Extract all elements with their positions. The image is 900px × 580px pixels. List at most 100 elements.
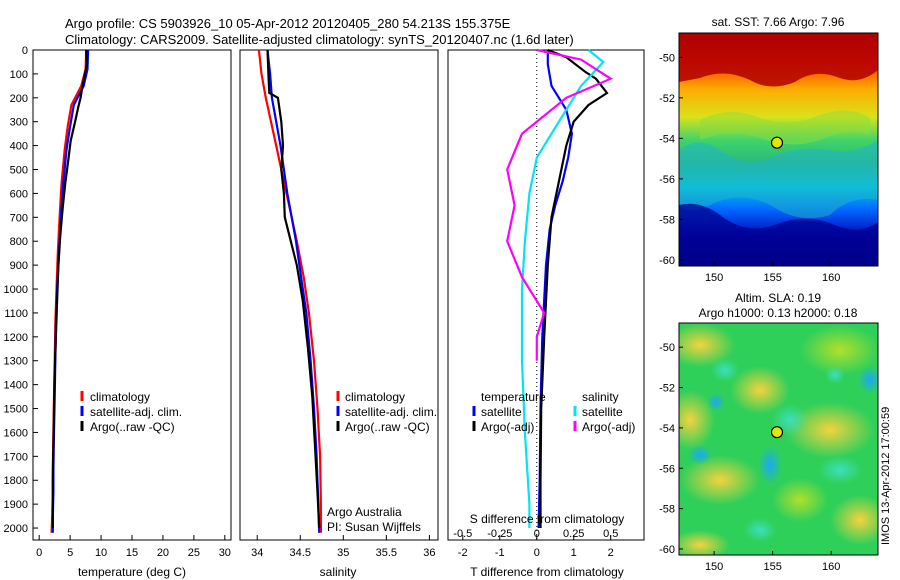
depth-tick-label: 300 bbox=[10, 117, 28, 129]
temperature-profile-panel: 0100200300400500600700800900100011001200… bbox=[4, 45, 453, 579]
x-tick-label: 0 bbox=[36, 547, 42, 559]
salinity-tick-labels: 34 34.5 35 35.5 36 bbox=[251, 535, 436, 559]
sst-map-frame bbox=[678, 32, 879, 267]
legend-label-argo: Argo(..raw -QC) bbox=[345, 420, 430, 434]
lat-tick-label: -50 bbox=[659, 342, 675, 354]
difference-legend: temperature satellite Argo(-adj) salinit… bbox=[472, 390, 635, 434]
depth-tick-label: 1800 bbox=[4, 475, 28, 487]
x-tick-label: 2 bbox=[608, 547, 614, 559]
legend-label-salinity-argo: Argo(-adj) bbox=[582, 420, 635, 434]
sst-map-image bbox=[679, 33, 878, 266]
lat-tick-label: -50 bbox=[659, 52, 675, 64]
legend-label-satellite: satellite-adj. clim. bbox=[345, 405, 437, 419]
x-tick-label: 35.5 bbox=[376, 547, 397, 559]
figure-title-line2: Climatology: CARS2009. Satellite-adjuste… bbox=[65, 32, 574, 47]
x2-tick-label: -0.25 bbox=[487, 528, 512, 540]
salinity-legend: climatology satellite-adj. clim. Argo(..… bbox=[336, 390, 437, 434]
depth-tick-label: 500 bbox=[10, 165, 28, 177]
legend-label-satellite: satellite-adj. clim. bbox=[90, 405, 182, 419]
x-tick-label: 15 bbox=[126, 547, 138, 559]
x2-tick-label: 0.25 bbox=[563, 528, 584, 540]
legend-group-salinity: salinity bbox=[582, 390, 619, 404]
lat-tick-label: -60 bbox=[659, 255, 675, 267]
imos-timestamp-label: IMOS 13-Apr-2012 17:00:59 bbox=[880, 407, 892, 545]
lat-tick-label: -52 bbox=[659, 383, 675, 395]
legend-label-temperature-satellite: satellite bbox=[481, 405, 522, 419]
salinity-profile-panel: 34 34.5 35 35.5 36 salinity climatology sate… bbox=[239, 49, 439, 579]
depth-tick-label: 900 bbox=[10, 260, 28, 272]
lon-tick-label: 150 bbox=[705, 272, 723, 284]
legend-label-salinity-satellite: satellite bbox=[582, 405, 623, 419]
x-tick-label: -2 bbox=[458, 547, 468, 559]
lat-tick-label: -56 bbox=[659, 463, 675, 475]
x-tick-label: 25 bbox=[188, 547, 200, 559]
difference-series-line-1 bbox=[539, 48, 609, 528]
depth-tick-label: 1500 bbox=[4, 404, 28, 416]
sst-latitude-ticks: -50 -52 -54 -56 -58 -60 bbox=[659, 52, 683, 267]
sla-longitude-ticks: 150 155 160 bbox=[705, 551, 840, 573]
lat-tick-label: -60 bbox=[659, 544, 675, 556]
x-tick-label: 1 bbox=[571, 547, 577, 559]
depth-tick-label: 700 bbox=[10, 212, 28, 224]
x-tick-label: 10 bbox=[95, 547, 107, 559]
argo-float-marker bbox=[770, 426, 784, 439]
sla-latitude-ticks: -50 -52 -54 -56 -58 -60 bbox=[659, 342, 683, 556]
depth-tick-label: 0 bbox=[22, 45, 28, 57]
salinity-difference-tick-labels: -0.5 -0.25 0 0.25 0.5 bbox=[453, 528, 618, 540]
sst-map-panel: sat. SST: 7.66 Argo: 7.96 150 155 160 -50 -… bbox=[659, 15, 879, 284]
depth-tick-label: 1300 bbox=[4, 356, 28, 368]
legend-label-temperature-argo: Argo(-adj) bbox=[481, 420, 534, 434]
depth-tick-label: 600 bbox=[10, 188, 28, 200]
lat-tick-label: -58 bbox=[659, 214, 675, 226]
x-tick-label: 36 bbox=[423, 547, 435, 559]
difference-series-line-3 bbox=[506, 48, 614, 361]
x-tick-label: 20 bbox=[157, 547, 169, 559]
depth-tick-label: 1000 bbox=[4, 284, 28, 296]
salinity-axes-box bbox=[239, 49, 439, 541]
depth-tick-label: 800 bbox=[10, 236, 28, 248]
legend-label-climatology: climatology bbox=[345, 390, 405, 404]
lon-tick-label: 160 bbox=[822, 561, 840, 573]
lon-tick-label: 150 bbox=[705, 561, 723, 573]
x2-tick-label: 0 bbox=[534, 528, 540, 540]
principal-investigator-label: PI: Susan Wijffels bbox=[327, 520, 421, 534]
lat-tick-label: -56 bbox=[659, 174, 675, 186]
lat-tick-label: -58 bbox=[659, 504, 675, 516]
depth-tick-label: 1200 bbox=[4, 332, 28, 344]
legend-label-argo: Argo(..raw -QC) bbox=[90, 420, 175, 434]
figure-title-line1: Argo profile: CS 5903926_10 05-Apr-2012 … bbox=[65, 16, 511, 31]
sst-map-title: sat. SST: 7.66 Argo: 7.96 bbox=[712, 15, 845, 29]
depth-tick-label: 200 bbox=[10, 93, 28, 105]
sst-longitude-ticks: 150 155 160 bbox=[705, 262, 840, 284]
lon-tick-label: 160 bbox=[822, 272, 840, 284]
x-tick-label: 34.5 bbox=[290, 547, 311, 559]
depth-tick-label: 1700 bbox=[4, 451, 28, 463]
x2-tick-label: -0.5 bbox=[453, 528, 472, 540]
depth-tick-label: 400 bbox=[10, 141, 28, 153]
temperature-axis-label: temperature (deg C) bbox=[78, 565, 186, 579]
x-tick-label: 0 bbox=[534, 547, 540, 559]
x2-tick-label: 0.5 bbox=[603, 528, 618, 540]
lon-tick-label: 155 bbox=[763, 561, 781, 573]
difference-series-layer bbox=[506, 48, 614, 529]
x-tick-label: 34 bbox=[251, 547, 263, 559]
temperature-series-layer bbox=[50, 49, 90, 533]
lat-tick-label: -54 bbox=[659, 133, 675, 145]
lon-tick-label: 155 bbox=[763, 272, 781, 284]
salinity-axis-label: salinity bbox=[320, 565, 357, 579]
series-line-2 bbox=[51, 49, 88, 528]
lat-tick-label: -54 bbox=[659, 423, 675, 435]
x-tick-label: -1 bbox=[495, 547, 505, 559]
depth-tick-label: 1900 bbox=[4, 499, 28, 511]
sla-map-frame bbox=[678, 322, 879, 556]
sla-map-panel: Altim. SLA: 0.19 Argo h1000: 0.13 h2000:… bbox=[659, 291, 879, 573]
depth-tick-label: 1400 bbox=[4, 380, 28, 392]
sla-map-title-line2: Argo h1000: 0.13 h2000: 0.18 bbox=[699, 306, 858, 320]
temperature-tick-labels: 0 5 10 15 20 25 30 bbox=[36, 535, 231, 559]
depth-tick-label: 2000 bbox=[4, 523, 28, 535]
difference-series-line-2 bbox=[520, 49, 605, 528]
legend-label-climatology: climatology bbox=[90, 390, 150, 404]
x-tick-label: 35 bbox=[337, 547, 349, 559]
data-provider-label: Argo Australia bbox=[327, 505, 402, 519]
